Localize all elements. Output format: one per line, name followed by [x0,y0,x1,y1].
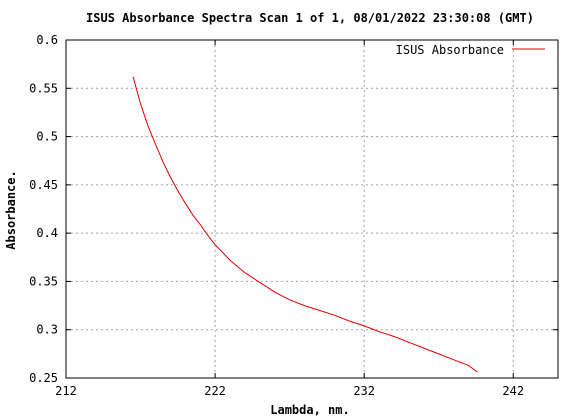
y-tick-label: 0.5 [36,130,58,144]
series-line-isus-absorbance [132,76,478,373]
chart-title: ISUS Absorbance Spectra Scan 1 of 1, 08/… [86,11,534,25]
plot-area-frame [65,39,559,379]
y-axis-label: Absorbance. [4,170,18,249]
x-tick-label: 242 [502,384,524,398]
y-tick-label: 0.4 [36,226,58,240]
series-layer [132,76,478,373]
legend: ISUS Absorbance [396,43,545,57]
tick-layer: 212 222 232 242 0.25 0.3 0.35 0.4 0.45 0.5 0.55 0.6 [29,33,558,398]
x-tick-label: 212 [55,384,77,398]
y-tick-label: 0.25 [29,371,58,385]
y-tick-label: 0.35 [29,274,58,288]
grid-layer [66,40,558,378]
y-tick-label: 0.45 [29,178,58,192]
x-tick-label: 222 [204,384,226,398]
legend-entry-label: ISUS Absorbance [396,43,504,57]
y-tick-label: 0.6 [36,33,58,47]
x-axis-label: Lambda, nm. [270,403,349,417]
x-tick-label: 232 [353,384,375,398]
y-tick-label: 0.3 [36,323,58,337]
y-tick-label: 0.55 [29,81,58,95]
